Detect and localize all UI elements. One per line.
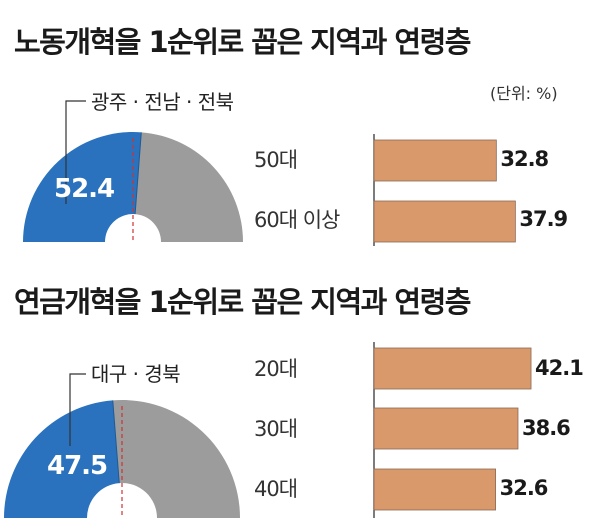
gauge-remainder-segment bbox=[112, 400, 240, 518]
gauge-divider-line bbox=[134, 132, 142, 215]
bar-category-label-60s-plus: 60대 이상 bbox=[254, 208, 340, 232]
gauge-remainder-segment bbox=[135, 132, 243, 242]
gauge-value-label: 52.4 bbox=[54, 174, 114, 204]
gauge-divider-line bbox=[112, 400, 120, 484]
gauge-label-leader-line bbox=[65, 100, 86, 204]
gauge-region-share-segment bbox=[4, 400, 120, 518]
bar-value-label-60s-plus: 37.9 bbox=[519, 207, 567, 231]
bar-60s-plus bbox=[373, 200, 516, 243]
gauge-value-label: 47.5 bbox=[47, 451, 107, 481]
bar-category-label-40s: 40대 bbox=[254, 477, 297, 501]
bar-value-label-30s: 38.6 bbox=[522, 416, 570, 440]
bar-50s bbox=[373, 139, 497, 182]
unit-label: (단위: %) bbox=[490, 84, 558, 103]
bar-20s bbox=[373, 347, 532, 390]
bar-category-label-30s: 30대 bbox=[254, 417, 297, 441]
bar-30s bbox=[373, 407, 519, 450]
bar-value-label-40s: 32.6 bbox=[500, 476, 548, 500]
panel-pension-reform: 대구 · 경북 47.5 20대 30대 40대 42.1 38.6 32.6 bbox=[4, 342, 584, 518]
panel-labor-reform: 광주 · 전남 · 전북 52.4 50대 60대 이상 32.8 37.9 bbox=[23, 90, 569, 246]
gauge-region-label: 광주 · 전남 · 전북 bbox=[91, 90, 234, 114]
bar-category-label-20s: 20대 bbox=[254, 357, 297, 381]
chart-title-pension-reform: 연금개혁을 1순위로 꼽은 지역과 연령층 bbox=[14, 285, 471, 319]
bar-value-label-50s: 32.8 bbox=[500, 147, 548, 171]
gauge-label-leader-line bbox=[69, 373, 86, 446]
gauge-region-label: 대구 · 경북 bbox=[91, 362, 180, 386]
gauge-region-share-segment bbox=[23, 132, 142, 242]
bar-40s bbox=[373, 468, 496, 511]
bar-category-label-50s: 50대 bbox=[254, 148, 297, 172]
chart-title-labor-reform: 노동개혁을 1순위로 꼽은 지역과 연령층 bbox=[14, 25, 471, 59]
bar-value-label-20s: 42.1 bbox=[535, 356, 583, 380]
